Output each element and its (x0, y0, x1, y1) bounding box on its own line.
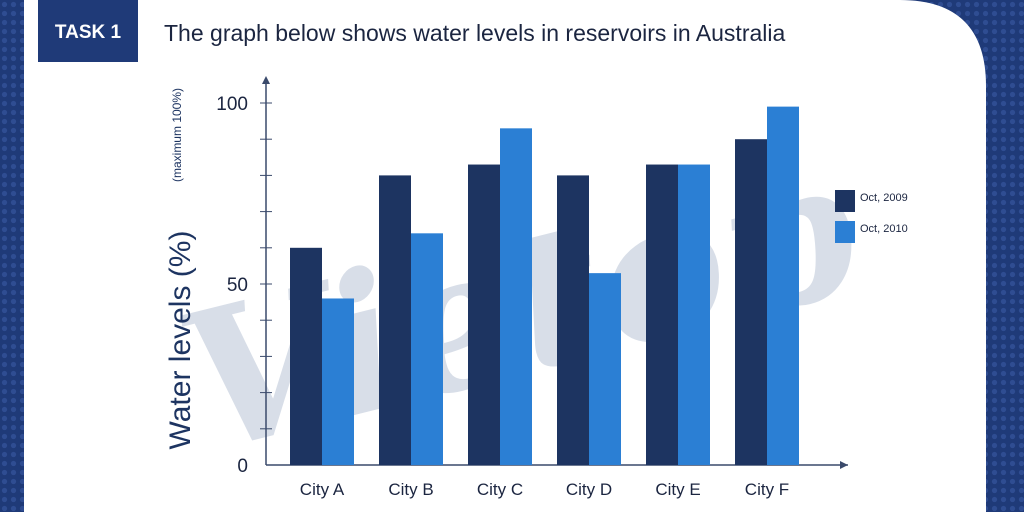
bar-city-f-2009 (735, 139, 767, 465)
bar-city-a-2010 (322, 298, 354, 465)
chart-title: The graph below shows water levels in re… (164, 20, 785, 46)
legend-swatch-2009 (835, 190, 855, 212)
legend-label-2009: Oct, 2009 (860, 192, 908, 204)
legend: Oct, 2009 Oct, 2010 (835, 190, 908, 243)
y-axis-arrow (262, 76, 270, 84)
x-tick-label: City B (388, 480, 433, 499)
y-tick-label: 100 (216, 94, 248, 115)
tick-labels-layer: City A City B City C City D City E City F 0 50 1… (216, 94, 789, 499)
bar-city-d-2009 (557, 175, 589, 465)
task-badge (38, 0, 138, 62)
x-axis-arrow (840, 461, 848, 469)
x-tick-label: City C (477, 480, 523, 499)
bar-city-e-2009 (646, 164, 678, 466)
bars-layer (290, 106, 799, 466)
y-tick-label: 50 (227, 275, 248, 296)
legend-swatch-2010 (835, 221, 855, 243)
y-axis-label: Water levels (%) (164, 231, 197, 450)
bar-city-b-2009 (379, 175, 411, 465)
bar-city-c-2009 (468, 164, 500, 466)
bar-city-d-2010 (589, 273, 621, 465)
bar-city-b-2010 (411, 233, 443, 465)
task-label: TASK 1 (55, 22, 122, 43)
x-tick-label: City A (300, 480, 345, 499)
y-tick-label: 0 (237, 456, 248, 477)
x-tick-label: City D (566, 480, 612, 499)
bar-city-c-2010 (500, 128, 532, 465)
legend-label-2010: Oct, 2010 (860, 223, 908, 235)
x-tick-label: City F (745, 480, 789, 499)
y-axis-note: (maximum 100%) (170, 88, 184, 182)
bar-city-a-2009 (290, 247, 322, 465)
x-tick-label: City E (655, 480, 700, 499)
bar-city-f-2010 (767, 106, 799, 466)
bar-city-e-2010 (678, 164, 710, 466)
